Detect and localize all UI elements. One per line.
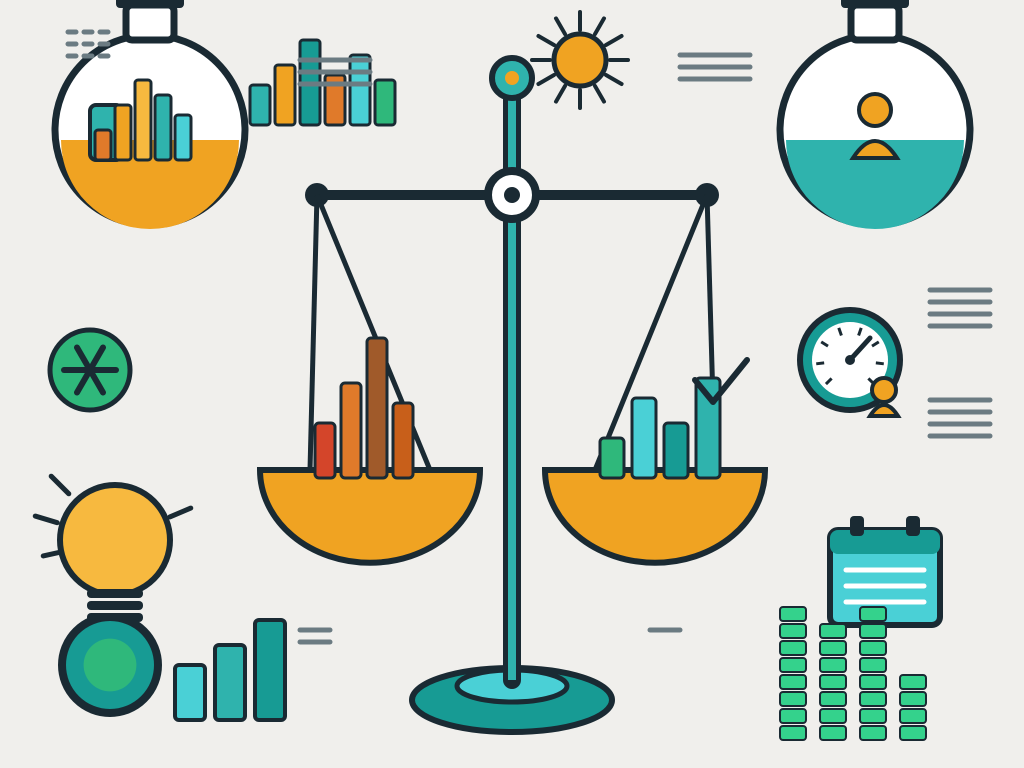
left-pan-bar	[367, 338, 387, 478]
br-bar-seg	[860, 658, 886, 672]
br-bar-seg	[780, 658, 806, 672]
br-bar-seg	[860, 607, 886, 621]
asterisk-badge-icon	[50, 330, 130, 410]
br-bar-seg	[860, 692, 886, 706]
top-bar	[250, 85, 270, 125]
flask-right-neck	[851, 5, 899, 40]
br-bar-seg	[820, 658, 846, 672]
br-bar-seg	[780, 709, 806, 723]
br-bar-seg	[780, 641, 806, 655]
br-bar-seg	[820, 709, 846, 723]
br-bar-seg	[780, 726, 806, 740]
flask-left-neck	[126, 5, 174, 40]
flask-left-bar	[135, 80, 151, 160]
calendar-ring	[850, 516, 864, 536]
br-bar-seg	[820, 726, 846, 740]
scale-finial-dot	[505, 71, 519, 85]
br-bar-seg	[780, 607, 806, 621]
gauge-tick	[816, 363, 824, 364]
br-bar-seg	[820, 675, 846, 689]
bl-bar	[215, 645, 245, 720]
left-pan-bar	[315, 423, 335, 478]
bl-bar	[175, 665, 205, 720]
flask-left-cap	[116, 0, 184, 8]
br-bar-seg	[820, 641, 846, 655]
flask-right-cap	[841, 0, 909, 8]
bulb-thread	[87, 601, 143, 610]
bulb-glass	[60, 485, 170, 595]
br-bar-seg	[820, 692, 846, 706]
br-bar-seg	[860, 641, 886, 655]
br-bar-seg	[900, 692, 926, 706]
top-bar	[350, 55, 370, 125]
br-bar-seg	[820, 624, 846, 638]
br-bar-seg	[860, 709, 886, 723]
right-pan-bar	[664, 423, 688, 478]
gauge-tick	[876, 363, 884, 364]
calendar-ring	[906, 516, 920, 536]
br-bar-seg	[860, 624, 886, 638]
calendar-header	[830, 530, 940, 554]
br-bar-seg	[900, 709, 926, 723]
bl-bar	[255, 620, 285, 720]
scale-pivot-dot	[504, 187, 520, 203]
sun-body	[554, 34, 606, 86]
br-bar-seg	[900, 675, 926, 689]
br-bar-seg	[860, 675, 886, 689]
gauge-hub	[845, 355, 855, 365]
right-pan-bar	[600, 438, 624, 478]
right-pan-bar	[632, 398, 656, 478]
flask-left-bar	[115, 105, 131, 160]
left-pan-bar	[393, 403, 413, 478]
left-pan-bar	[341, 383, 361, 478]
br-bar-seg	[780, 692, 806, 706]
top-bar	[275, 65, 295, 125]
gauge-person-head	[872, 378, 896, 402]
flask-left-bar	[155, 95, 171, 160]
flask-left-bar	[95, 130, 111, 160]
person-head-icon	[859, 94, 891, 126]
br-bar-seg	[780, 675, 806, 689]
br-bar-seg	[900, 726, 926, 740]
bulb-thread	[87, 589, 143, 598]
round-base-inner	[84, 639, 137, 692]
br-bar-seg	[860, 726, 886, 740]
top-bar	[375, 80, 395, 125]
flask-left-bar	[175, 115, 191, 160]
br-bar-seg	[780, 624, 806, 638]
